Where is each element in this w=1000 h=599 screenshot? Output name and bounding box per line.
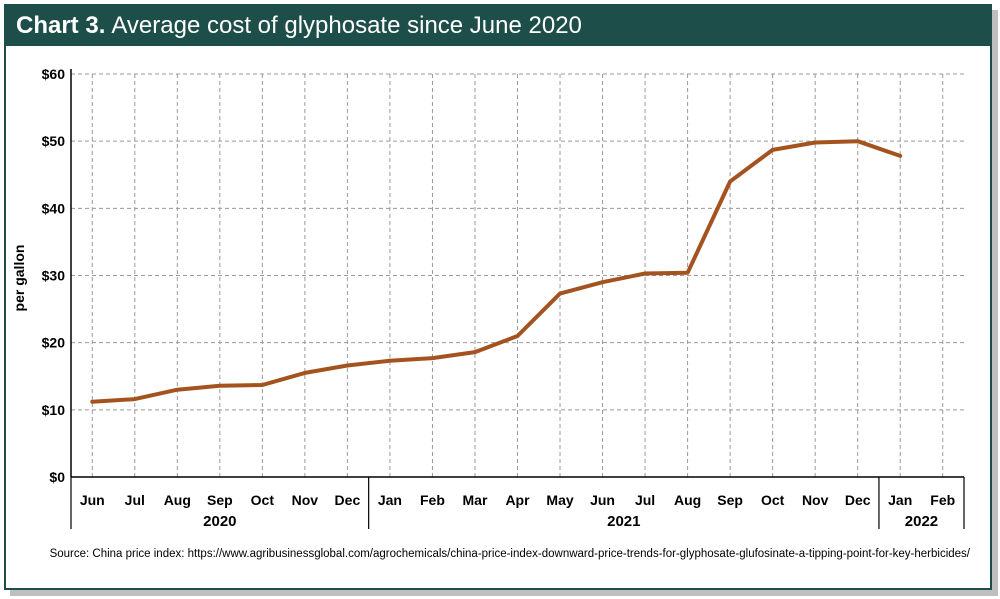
y-axis-label: per gallon bbox=[11, 245, 27, 312]
x-tick-label: Nov bbox=[292, 492, 319, 508]
x-tick-label: Dec bbox=[845, 492, 871, 508]
x-tick-label: Jan bbox=[378, 492, 402, 508]
x-tick-label: Nov bbox=[802, 492, 829, 508]
year-label: 2021 bbox=[607, 513, 640, 530]
x-tick-label: Dec bbox=[335, 492, 361, 508]
x-tick-label: Aug bbox=[164, 492, 191, 508]
chart-title: Average cost of glyphosate since June 20… bbox=[111, 12, 582, 39]
y-axis-ticks: $0 $10 $20 $30 $40 $50 $60 bbox=[42, 66, 66, 485]
x-tick-label: Mar bbox=[463, 492, 488, 508]
y-tick-label: $10 bbox=[42, 402, 66, 418]
x-tick-label: Apr bbox=[505, 492, 530, 508]
chart-number: Chart 3. bbox=[16, 12, 106, 39]
y-tick-label: $60 bbox=[42, 66, 66, 82]
line-chart: $0 $10 $20 $30 $40 $50 $60 Jun Jul Aug Sep Oct Nov D… bbox=[11, 66, 965, 530]
data-series bbox=[90, 139, 903, 404]
y-tick-label: $50 bbox=[42, 133, 66, 149]
x-tick-label: Jan bbox=[888, 492, 912, 508]
x-tick-label: Feb bbox=[420, 492, 445, 508]
year-label: 2022 bbox=[905, 513, 938, 530]
x-tick-label: Jun bbox=[590, 492, 615, 508]
year-label: 2020 bbox=[203, 513, 236, 530]
chart-frame: Chart 3. Average cost of glyphosate since… bbox=[4, 4, 992, 590]
chart-header: Chart 3. Average cost of glyphosate since… bbox=[6, 6, 990, 46]
x-tick-label: Oct bbox=[761, 492, 785, 508]
x-tick-label: Jul bbox=[125, 492, 145, 508]
x-tick-label: May bbox=[546, 492, 573, 508]
x-axis-ticks: Jun Jul Aug Sep Oct Nov Dec Jan Feb Mar Apr May Jun J… bbox=[80, 492, 955, 508]
source-note: Source: China price index: https://www.a… bbox=[49, 548, 970, 560]
series-line bbox=[90, 139, 903, 404]
x-tick-label: Aug bbox=[674, 492, 701, 508]
y-tick-label: $30 bbox=[42, 268, 66, 284]
y-tick-label: $0 bbox=[49, 469, 65, 485]
x-tick-label: Feb bbox=[930, 492, 955, 508]
x-tick-label: Sep bbox=[717, 492, 743, 508]
axes bbox=[70, 69, 964, 478]
x-tick-label: Jul bbox=[635, 492, 655, 508]
year-groups: 2020 2021 2022 bbox=[70, 477, 965, 530]
x-tick-label: Oct bbox=[251, 492, 275, 508]
y-tick-label: $20 bbox=[42, 335, 66, 351]
x-tick-label: Sep bbox=[207, 492, 233, 508]
y-tick-label: $40 bbox=[42, 200, 66, 216]
gridlines bbox=[71, 73, 964, 477]
x-tick-label: Jun bbox=[80, 492, 105, 508]
